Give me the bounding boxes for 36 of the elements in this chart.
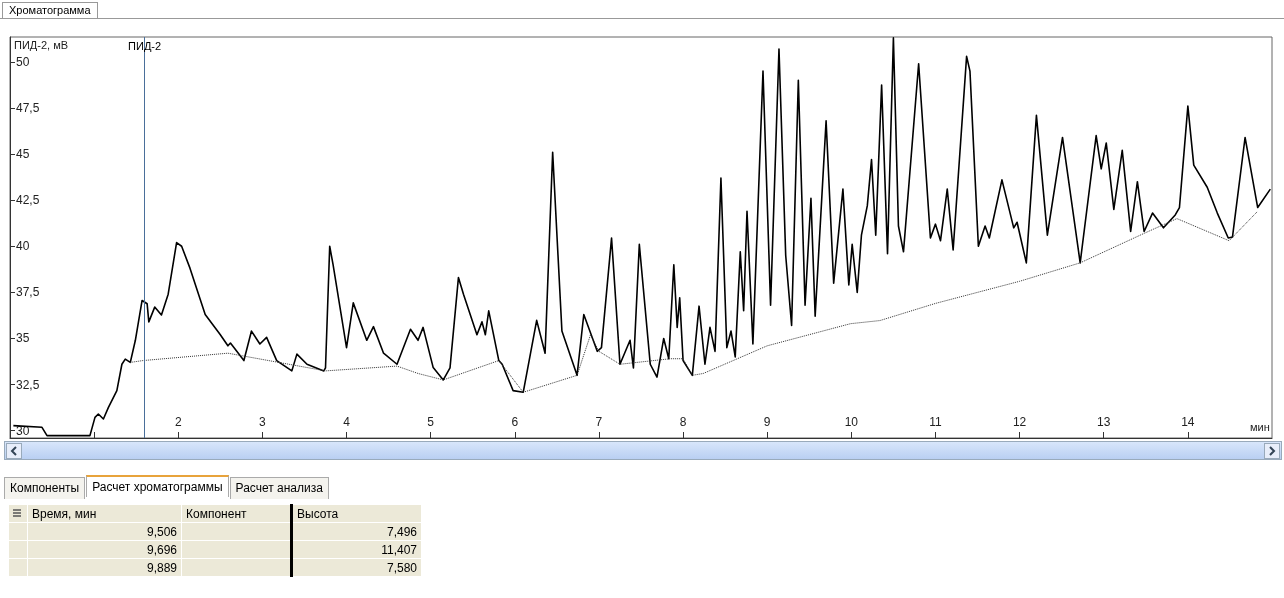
x-tick-label: 6 bbox=[511, 415, 519, 429]
text: Компоненты bbox=[4, 477, 86, 499]
y-tick-label: 35 bbox=[16, 331, 30, 346]
text: 9,696 bbox=[27, 540, 182, 559]
y-tick-label: 47,5 bbox=[16, 100, 40, 115]
text: Компонент bbox=[181, 504, 292, 523]
y-tick-label: 40 bbox=[16, 239, 30, 254]
x-tick-label: 5 bbox=[427, 415, 435, 429]
x-tick-label: 11 bbox=[929, 415, 943, 429]
y-tick-label: 42,5 bbox=[16, 193, 40, 208]
y-tick-label: 45 bbox=[16, 147, 30, 162]
y-tick-label: 37,5 bbox=[16, 285, 40, 300]
text: 9,506 bbox=[27, 522, 182, 541]
y-axis-title: ПИД-2, мВ bbox=[14, 38, 69, 51]
x-tick-label: 14 bbox=[1181, 415, 1195, 429]
x-tick-label: 12 bbox=[1012, 415, 1027, 429]
text: Высота bbox=[291, 504, 422, 523]
x-axis-title: мин bbox=[1250, 420, 1270, 433]
y-tick-label: 32,5 bbox=[16, 377, 40, 392]
x-tick-label: 3 bbox=[259, 415, 267, 429]
line-series bbox=[12, 37, 1272, 437]
x-tick-label: 10 bbox=[844, 415, 859, 429]
x-tick-label: 8 bbox=[679, 415, 687, 429]
text: 7,580 bbox=[291, 558, 422, 577]
text: 9,889 bbox=[27, 558, 182, 577]
x-tick-label: 9 bbox=[763, 415, 771, 429]
line-series bbox=[129, 210, 1259, 393]
x-tick-label: 13 bbox=[1097, 415, 1111, 429]
text: Расчет анализа bbox=[229, 477, 329, 499]
text: 11,407 bbox=[291, 540, 422, 559]
x-tick-label: 2 bbox=[174, 415, 182, 429]
text: 7,496 bbox=[291, 522, 422, 541]
y-tick-label: 50 bbox=[16, 54, 30, 69]
x-tick-label: 4 bbox=[343, 415, 351, 429]
x-tick-label: 7 bbox=[595, 415, 603, 429]
text: Время, мин bbox=[27, 504, 182, 523]
